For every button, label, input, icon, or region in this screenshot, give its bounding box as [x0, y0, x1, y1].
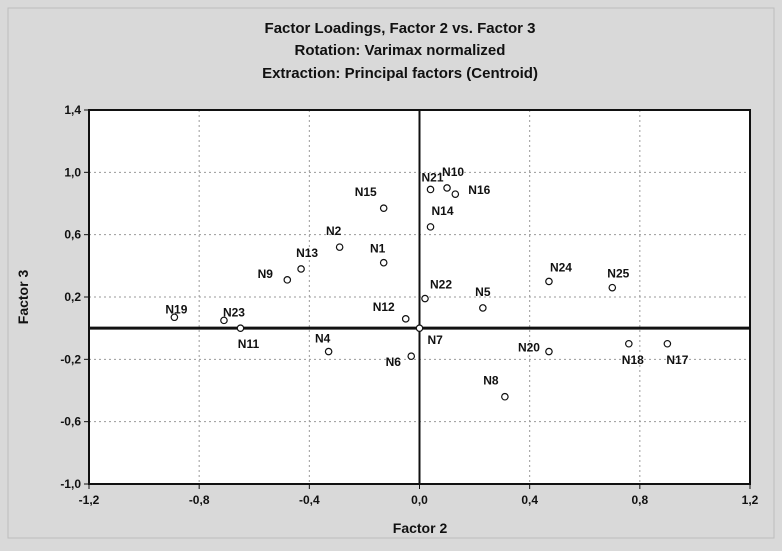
data-point-n22: [421, 294, 429, 303]
data-point-n11: [236, 324, 245, 332]
point-label-n1: N1: [370, 242, 386, 256]
x-axis-title: Factor 2: [393, 520, 448, 536]
point-label-n14: N14: [432, 204, 454, 218]
chart-subtitle-rotation: Rotation: Varimax normalized: [295, 42, 506, 59]
data-point-n23: [220, 316, 228, 325]
x-tick-label: -1,2: [79, 493, 100, 507]
point-label-n16: N16: [468, 183, 490, 197]
y-axis-title: Factor 3: [15, 270, 31, 325]
x-tick-label: 0,0: [411, 493, 428, 507]
data-point-n2: [335, 243, 344, 251]
y-tick-label: 0,6: [64, 228, 81, 242]
chart-title: Factor Loadings, Factor 2 vs. Factor 3: [265, 20, 536, 37]
data-point-n15: [379, 204, 388, 212]
data-point-n25: [608, 283, 617, 292]
data-point-n16: [451, 190, 460, 198]
point-label-n21: N21: [422, 170, 444, 184]
data-point-n20: [545, 347, 553, 356]
point-label-n25: N25: [607, 267, 629, 281]
data-point-n1: [379, 258, 388, 267]
point-label-n19: N19: [165, 302, 187, 316]
data-point-n21: [426, 185, 435, 194]
y-tick-label: 1,0: [64, 165, 81, 179]
data-point-n4: [324, 347, 333, 356]
x-tick-label: -0,4: [299, 493, 320, 507]
point-label-n2: N2: [326, 224, 342, 238]
y-tick-label: -0,6: [60, 415, 81, 429]
point-label-n7: N7: [428, 333, 444, 347]
y-tick-label: -0,2: [60, 352, 81, 366]
point-label-n17: N17: [666, 353, 688, 367]
data-point-n5: [479, 304, 487, 312]
point-label-n22: N22: [430, 278, 452, 292]
point-label-n10: N10: [442, 165, 464, 179]
y-tick-label: 0,2: [64, 290, 81, 304]
data-point-n7: [415, 324, 424, 332]
data-points: N1 N2 N4 N5 N6 N7 N8 N9 N10 N11 N12 N13 N14 N15 N16 N17…: [165, 165, 689, 401]
data-point-n18: [625, 339, 633, 348]
point-label-n18: N18: [622, 353, 644, 367]
data-point-n9: [283, 276, 292, 284]
point-label-n13: N13: [296, 246, 318, 260]
point-label-n12: N12: [373, 300, 395, 314]
chart-frame: [7, 7, 775, 539]
data-point-n6: [407, 352, 416, 361]
point-label-n4: N4: [315, 332, 331, 346]
data-point-n19: [170, 313, 179, 322]
data-point-n8: [501, 392, 509, 401]
x-tick-label: 1,2: [742, 493, 759, 507]
point-label-n6: N6: [386, 355, 402, 369]
data-point-n17: [663, 339, 672, 348]
data-point-n14: [426, 223, 435, 231]
x-tick-label: -0,8: [189, 493, 210, 507]
data-point-n10: [443, 184, 451, 192]
point-label-n15: N15: [355, 185, 377, 199]
point-label-n5: N5: [475, 285, 491, 299]
point-label-n20: N20: [518, 341, 540, 355]
point-label-n11: N11: [238, 337, 260, 351]
y-tick-label: -1,0: [60, 477, 81, 491]
data-point-n13: [297, 265, 305, 273]
data-point-n12: [401, 315, 410, 323]
chart-subtitle-extraction: Extraction: Principal factors (Centroid): [262, 65, 538, 82]
point-label-n8: N8: [483, 374, 499, 388]
data-point-n24: [545, 277, 553, 286]
x-tick-label: 0,8: [631, 493, 648, 507]
point-label-n23: N23: [223, 305, 245, 319]
axis-ticks: -1,2 -0,8 -0,4 0,0 0,4 0,8 1,2 -1,0 -0,6 -0,2 0,2 0…: [60, 103, 758, 507]
point-label-n9: N9: [258, 267, 274, 281]
x-tick-label: 0,4: [521, 493, 538, 507]
point-label-n24: N24: [550, 260, 572, 274]
y-tick-label: 1,4: [64, 103, 81, 117]
